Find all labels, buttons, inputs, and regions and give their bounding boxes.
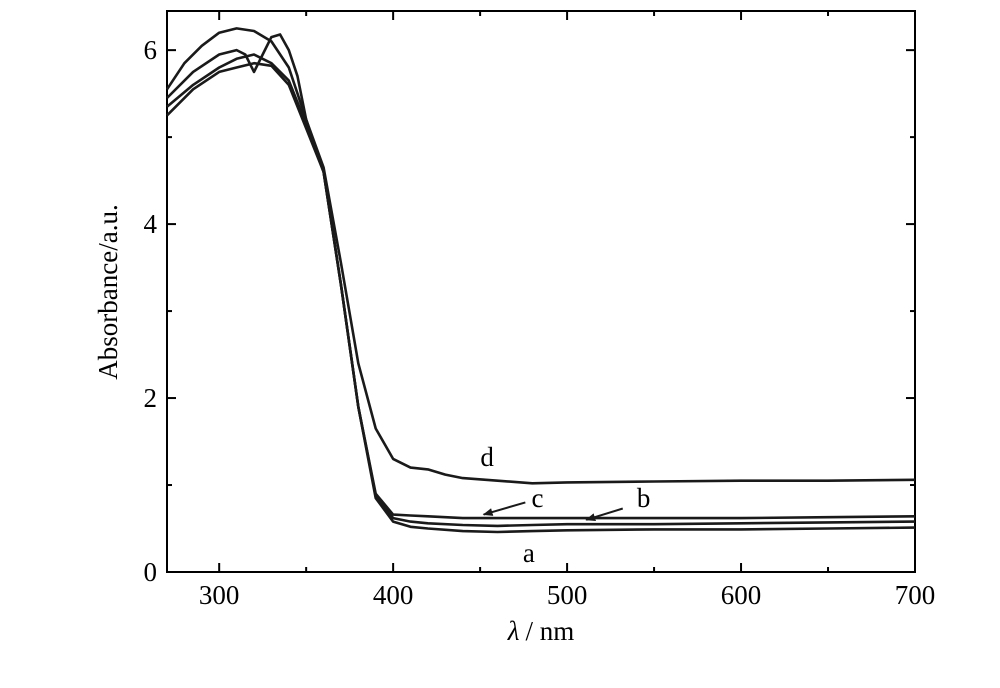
curve-annotations: a b c d — [480, 442, 650, 568]
curve-label-c: c — [532, 483, 544, 513]
y-tick-label: 0 — [144, 557, 158, 587]
annotation-arrow-b — [585, 507, 624, 521]
x-axis-symbol: λ — [507, 616, 520, 646]
series-line-d — [165, 27, 916, 485]
tick-labels: 300 400 500 600 700 0 2 4 6 — [144, 35, 936, 610]
x-tick-label: 300 — [199, 580, 240, 610]
y-tick-label: 4 — [144, 209, 158, 239]
x-axis-unit: / nm — [525, 616, 574, 646]
series-line-a — [166, 61, 916, 534]
y-tick-label: 2 — [144, 383, 158, 413]
curve-label-d: d — [480, 442, 494, 472]
x-tick-label: 700 — [895, 580, 936, 610]
plot-frame — [166, 10, 916, 573]
x-tick-label: 600 — [721, 580, 762, 610]
axis-ticks — [167, 11, 916, 573]
y-axis-title: Absorbance/a.u. — [93, 204, 123, 379]
x-tick-label: 400 — [373, 580, 414, 610]
annotation-arrow-c — [482, 501, 526, 516]
series-line-b — [166, 53, 916, 528]
series-line-c — [166, 33, 916, 520]
y-tick-label: 6 — [144, 35, 158, 65]
x-tick-label: 500 — [547, 580, 588, 610]
series-group — [165, 27, 916, 534]
curve-label-a: a — [523, 538, 535, 568]
x-axis-title: λ / nm — [507, 616, 574, 646]
curve-label-b: b — [637, 483, 651, 513]
